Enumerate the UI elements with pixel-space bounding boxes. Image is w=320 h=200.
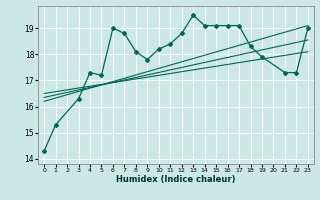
X-axis label: Humidex (Indice chaleur): Humidex (Indice chaleur)	[116, 175, 236, 184]
